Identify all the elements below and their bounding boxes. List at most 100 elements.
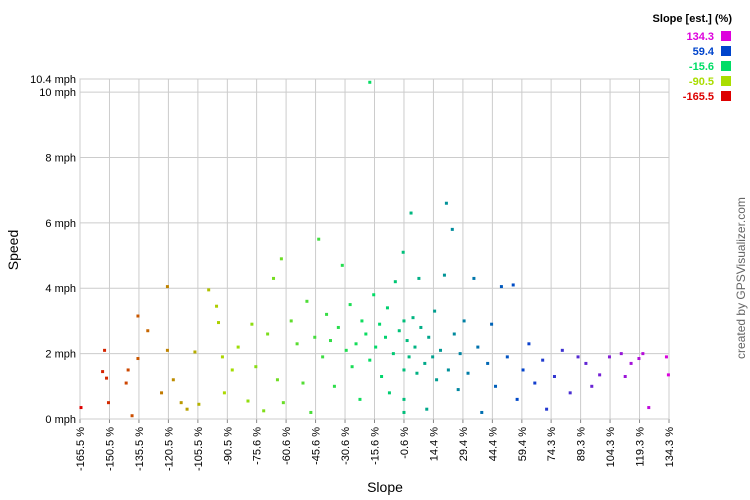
point (179, 401, 183, 405)
legend-swatch (721, 76, 731, 86)
point (590, 384, 594, 388)
point (374, 345, 378, 349)
x-tick-label: -120.5 % (163, 427, 175, 471)
point (462, 319, 466, 323)
x-tick-label: 104.3 % (605, 427, 617, 468)
y-tick-label: 10 mph (39, 87, 76, 99)
x-tick-label: -30.6 % (340, 427, 352, 465)
y-tick-label: 4 mph (45, 283, 76, 295)
point (446, 368, 450, 372)
legend-label: -165.5 (683, 91, 714, 103)
point (393, 280, 397, 284)
point (541, 358, 545, 362)
x-tick-label: -150.5 % (104, 427, 116, 471)
point (217, 321, 221, 325)
legend-label: 134.3 (686, 31, 714, 43)
point (527, 342, 531, 346)
point (505, 355, 509, 359)
point (321, 355, 325, 359)
y-tick-label: 8 mph (45, 152, 76, 164)
point (511, 283, 515, 287)
x-tick-label: 134.3 % (664, 427, 676, 468)
point (262, 409, 266, 413)
point (405, 339, 409, 343)
point (358, 397, 362, 401)
x-tick-label: -135.5 % (134, 427, 146, 471)
point (348, 303, 352, 307)
point (279, 257, 283, 261)
point (545, 407, 549, 411)
x-tick-label: 74.3 % (546, 427, 558, 461)
y-tick-label: 2 mph (45, 349, 76, 361)
point (402, 410, 406, 414)
point (220, 355, 224, 359)
point (472, 276, 476, 280)
point (101, 370, 105, 374)
point (637, 357, 641, 361)
legend-swatch (721, 31, 731, 41)
point (411, 316, 415, 320)
point (364, 332, 368, 336)
x-tick-label: 14.4 % (428, 427, 440, 461)
point (431, 355, 435, 359)
point (185, 407, 189, 411)
point (402, 319, 406, 323)
point (407, 355, 411, 359)
point (222, 391, 226, 395)
point (272, 276, 276, 280)
point (666, 373, 670, 377)
point (368, 358, 372, 362)
point (385, 306, 389, 310)
point (647, 406, 651, 410)
point (378, 322, 382, 326)
point (442, 273, 446, 277)
point (452, 332, 456, 336)
point (197, 402, 201, 406)
point (309, 410, 313, 414)
credit: created by GPSVisualizer.com (734, 197, 748, 359)
x-tick-label: -90.5 % (222, 427, 234, 465)
point (146, 329, 150, 333)
point (301, 381, 305, 385)
x-tick-label: -45.6 % (311, 427, 323, 465)
point (480, 410, 484, 414)
point (560, 348, 564, 352)
point (328, 339, 332, 343)
x-tick-label: 59.4 % (517, 427, 529, 461)
point (499, 285, 503, 289)
x-tick-label: -60.6 % (281, 427, 293, 465)
point (317, 237, 321, 241)
legend-swatch (721, 61, 731, 71)
point (215, 304, 219, 308)
point (275, 378, 279, 382)
point (494, 384, 498, 388)
point (409, 211, 413, 215)
point (629, 361, 633, 365)
legend-title: Slope [est.] (%) (653, 13, 733, 25)
point (332, 384, 336, 388)
point (607, 355, 611, 359)
point (380, 375, 384, 378)
x-tick-label: 119.3 % (635, 427, 647, 467)
point (486, 361, 490, 365)
point (325, 312, 329, 316)
point (417, 276, 421, 280)
point (397, 329, 401, 333)
x-tick-label: -75.6 % (252, 427, 264, 465)
point (458, 352, 462, 356)
point (207, 288, 211, 292)
legend-label: -90.5 (689, 76, 714, 88)
point (402, 368, 406, 372)
y-tick-label: 6 mph (45, 218, 76, 230)
point (641, 352, 645, 356)
point (427, 335, 431, 339)
y-axis-title: Speed (5, 230, 21, 270)
point (136, 357, 140, 361)
point (387, 391, 391, 395)
x-tick-label: 89.3 % (576, 427, 588, 461)
legend-label: -15.6 (689, 61, 714, 73)
point (354, 342, 358, 346)
y-tick-label: 0 mph (45, 414, 76, 426)
point (313, 335, 317, 339)
